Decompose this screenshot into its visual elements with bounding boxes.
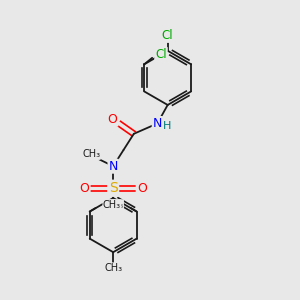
Text: O: O xyxy=(80,182,90,195)
Text: H: H xyxy=(163,121,171,131)
Text: N: N xyxy=(153,117,162,130)
Text: S: S xyxy=(109,181,118,195)
Text: CH₃: CH₃ xyxy=(103,200,121,210)
Text: N: N xyxy=(109,160,118,173)
Text: Cl: Cl xyxy=(155,48,167,61)
Text: CH₃: CH₃ xyxy=(82,149,100,159)
Text: CH₃: CH₃ xyxy=(104,263,122,273)
Text: CH₃: CH₃ xyxy=(105,200,124,210)
Text: O: O xyxy=(108,112,118,126)
Text: Cl: Cl xyxy=(162,29,173,42)
Text: O: O xyxy=(137,182,147,195)
